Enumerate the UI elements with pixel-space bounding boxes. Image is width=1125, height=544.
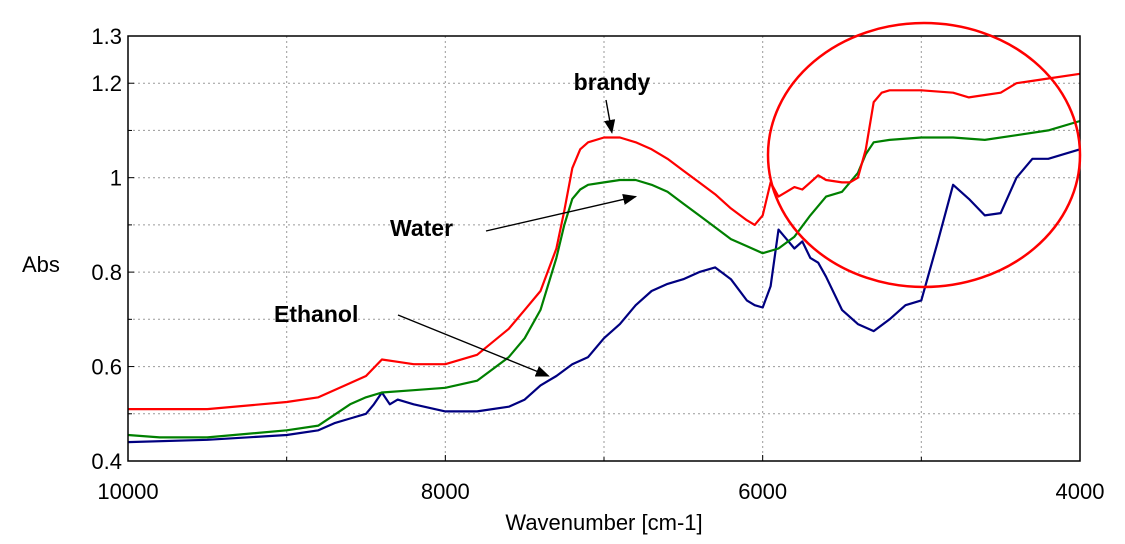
x-tick-label: 4000 [1056, 479, 1105, 504]
y-tick-label: 0.4 [91, 449, 122, 474]
x-tick-label: 8000 [421, 479, 470, 504]
y-axis-label: Abs [22, 252, 60, 277]
y-tick-label: 0.6 [91, 355, 122, 380]
x-axis-label: Wavenumber [cm-1] [505, 510, 702, 535]
y-tick-label: 1.2 [91, 71, 122, 96]
grid-lines [127, 35, 1081, 462]
y-tick-label: 0.8 [91, 260, 122, 285]
annotations: brandy Water Ethanol [274, 69, 651, 377]
highlight-ellipse [766, 21, 1082, 289]
series-lines [127, 72, 1081, 444]
y-tick-label: 1.3 [91, 24, 122, 49]
annotation-arrow-water [485, 193, 638, 232]
series-line-brandy [128, 72, 1081, 411]
annotation-ethanol: Ethanol [274, 301, 358, 327]
x-tick-label: 10000 [97, 479, 158, 504]
axis-ticks: 10000 8000 6000 4000 0.4 0.6 0.8 1 1.2 1.3 [91, 24, 1104, 504]
annotation-arrow-brandy [604, 99, 616, 134]
series-line-water [127, 119, 1081, 439]
annotation-brandy: brandy [574, 69, 651, 95]
x-tick-label: 6000 [738, 479, 787, 504]
y-tick-label: 1 [110, 166, 122, 191]
annotation-water: Water [390, 215, 453, 241]
series-line-ethanol [127, 148, 1081, 444]
annotation-arrow-ethanol [397, 314, 550, 377]
